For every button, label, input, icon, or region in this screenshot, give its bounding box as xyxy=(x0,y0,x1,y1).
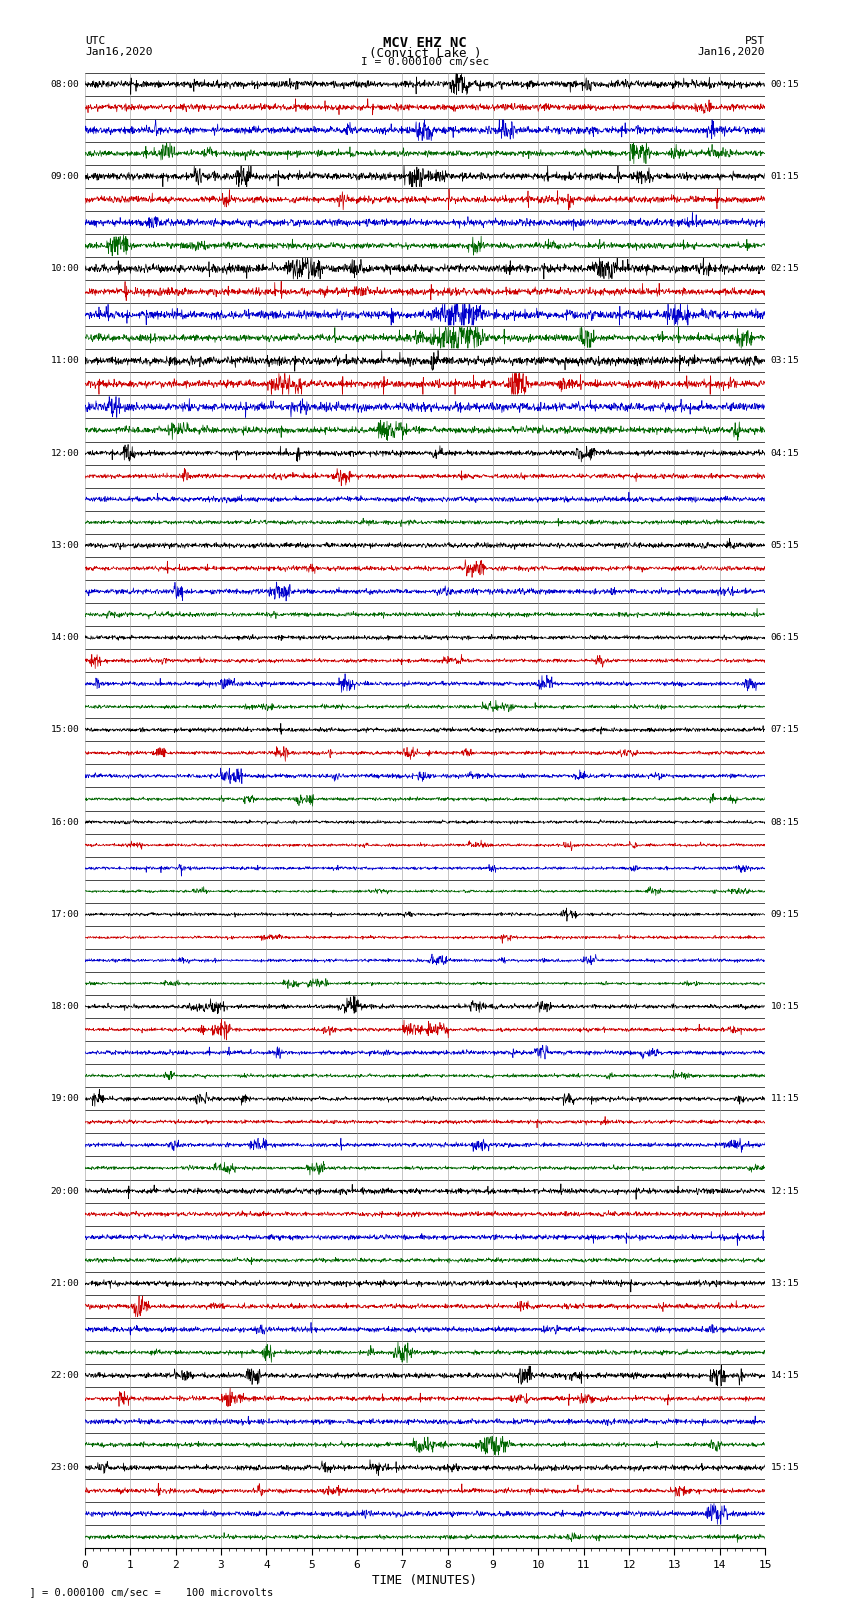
Text: 12:00: 12:00 xyxy=(51,448,80,458)
Text: 10:15: 10:15 xyxy=(770,1002,799,1011)
Text: ] = 0.000100 cm/sec =    100 microvolts: ] = 0.000100 cm/sec = 100 microvolts xyxy=(17,1587,273,1597)
Text: 14:00: 14:00 xyxy=(51,632,80,642)
Text: 02:15: 02:15 xyxy=(770,265,799,273)
Text: 15:15: 15:15 xyxy=(770,1463,799,1473)
Text: UTC: UTC xyxy=(85,37,105,47)
Text: 09:15: 09:15 xyxy=(770,910,799,919)
Text: 08:15: 08:15 xyxy=(770,818,799,826)
Text: 12:15: 12:15 xyxy=(770,1187,799,1195)
Text: Jan16,2020: Jan16,2020 xyxy=(85,47,152,56)
Text: 09:00: 09:00 xyxy=(51,173,80,181)
Text: MCV EHZ NC: MCV EHZ NC xyxy=(383,37,467,50)
Text: 10:00: 10:00 xyxy=(51,265,80,273)
Text: 13:15: 13:15 xyxy=(770,1279,799,1287)
Text: 11:00: 11:00 xyxy=(51,356,80,366)
Text: 23:00: 23:00 xyxy=(51,1463,80,1473)
Text: 21:00: 21:00 xyxy=(51,1279,80,1287)
Text: 14:15: 14:15 xyxy=(770,1371,799,1381)
Text: 18:00: 18:00 xyxy=(51,1002,80,1011)
Text: 04:15: 04:15 xyxy=(770,448,799,458)
Text: 17:00: 17:00 xyxy=(51,910,80,919)
Text: 06:15: 06:15 xyxy=(770,632,799,642)
Text: 05:15: 05:15 xyxy=(770,540,799,550)
Text: 16:00: 16:00 xyxy=(51,818,80,826)
Text: 01:15: 01:15 xyxy=(770,173,799,181)
X-axis label: TIME (MINUTES): TIME (MINUTES) xyxy=(372,1574,478,1587)
Text: Jan16,2020: Jan16,2020 xyxy=(698,47,765,56)
Text: 08:00: 08:00 xyxy=(51,79,80,89)
Text: 00:15: 00:15 xyxy=(770,79,799,89)
Text: 15:00: 15:00 xyxy=(51,726,80,734)
Text: 22:00: 22:00 xyxy=(51,1371,80,1381)
Text: 03:15: 03:15 xyxy=(770,356,799,366)
Text: 19:00: 19:00 xyxy=(51,1094,80,1103)
Text: 13:00: 13:00 xyxy=(51,540,80,550)
Text: I = 0.000100 cm/sec: I = 0.000100 cm/sec xyxy=(361,58,489,68)
Text: 20:00: 20:00 xyxy=(51,1187,80,1195)
Text: (Convict Lake ): (Convict Lake ) xyxy=(369,47,481,60)
Text: 07:15: 07:15 xyxy=(770,726,799,734)
Text: PST: PST xyxy=(745,37,765,47)
Text: 11:15: 11:15 xyxy=(770,1094,799,1103)
